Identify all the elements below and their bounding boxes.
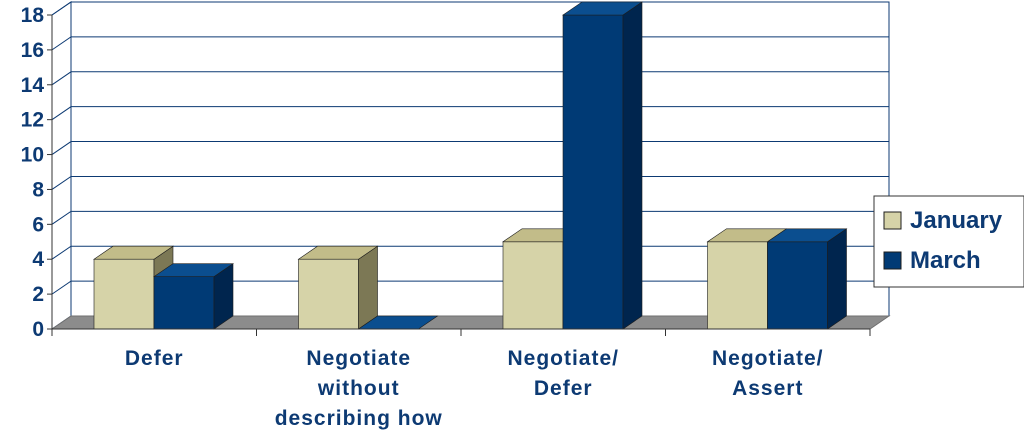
- x-category-label-line: Assert: [732, 377, 803, 400]
- x-category-label-line: Defer: [125, 347, 184, 370]
- y-tick-label: 8: [32, 178, 44, 201]
- x-category-label-line: Negotiate/: [712, 347, 824, 370]
- y-tick-label: 12: [21, 109, 44, 132]
- bar-side: [622, 1, 643, 330]
- y-tick-label: 14: [21, 74, 45, 97]
- x-category-label: Negotiate without describing how: [275, 347, 443, 430]
- bar-front: [502, 241, 564, 330]
- bar-front: [153, 276, 215, 330]
- x-category-label-line: Defer: [534, 377, 593, 400]
- bar-top: [93, 245, 174, 260]
- x-category-label: Negotiate/Assert: [712, 347, 824, 400]
- legend-box: [873, 195, 1024, 288]
- bar-side: [827, 228, 847, 330]
- side-wall: [51, 1, 72, 330]
- x-axis: Defer Negotiate without describing howNegot…: [51, 328, 871, 430]
- legend-swatch-january: [883, 211, 902, 230]
- bar-march-0: [153, 263, 234, 330]
- bars: [93, 1, 848, 330]
- y-tick-label: 16: [21, 39, 44, 62]
- bar-top: [766, 228, 848, 243]
- bar-january-1: [297, 245, 379, 330]
- bar-top: [562, 1, 643, 16]
- y-axis: 0 2 4 6 8 10 12 14 16 18: [21, 4, 53, 341]
- x-category-label-line: without: [317, 377, 400, 400]
- bar-march-3: [766, 228, 848, 330]
- legend: January March: [873, 195, 1024, 288]
- y-tick-label: 2: [32, 283, 44, 306]
- legend-label-january: January: [910, 207, 1003, 234]
- bar-front: [93, 258, 155, 330]
- bar-front: [707, 241, 768, 330]
- y-tick-label: 4: [32, 248, 44, 271]
- bar-front: [298, 258, 359, 330]
- bar-january-3: [706, 228, 788, 330]
- x-category-label: Negotiate/Defer: [507, 347, 619, 400]
- x-category-label-line: Negotiate: [306, 347, 411, 370]
- legend-swatch-march: [883, 251, 902, 270]
- bar-march-2: [562, 1, 643, 330]
- bar-top: [153, 263, 234, 277]
- y-tick-label: 18: [21, 4, 45, 27]
- x-category-label-line: describing how: [275, 407, 443, 430]
- legend-label-march: March: [910, 247, 981, 274]
- bar-side: [358, 245, 378, 330]
- bar-front: [562, 14, 624, 330]
- bar-front: [767, 241, 828, 330]
- x-category-label: Defer: [125, 347, 184, 370]
- x-category-label-line: Negotiate/: [507, 347, 619, 370]
- y-tick-label: 0: [32, 318, 44, 341]
- y-tick-label: 6: [32, 213, 44, 236]
- bar-top: [297, 245, 379, 260]
- y-tick-label: 10: [21, 144, 44, 167]
